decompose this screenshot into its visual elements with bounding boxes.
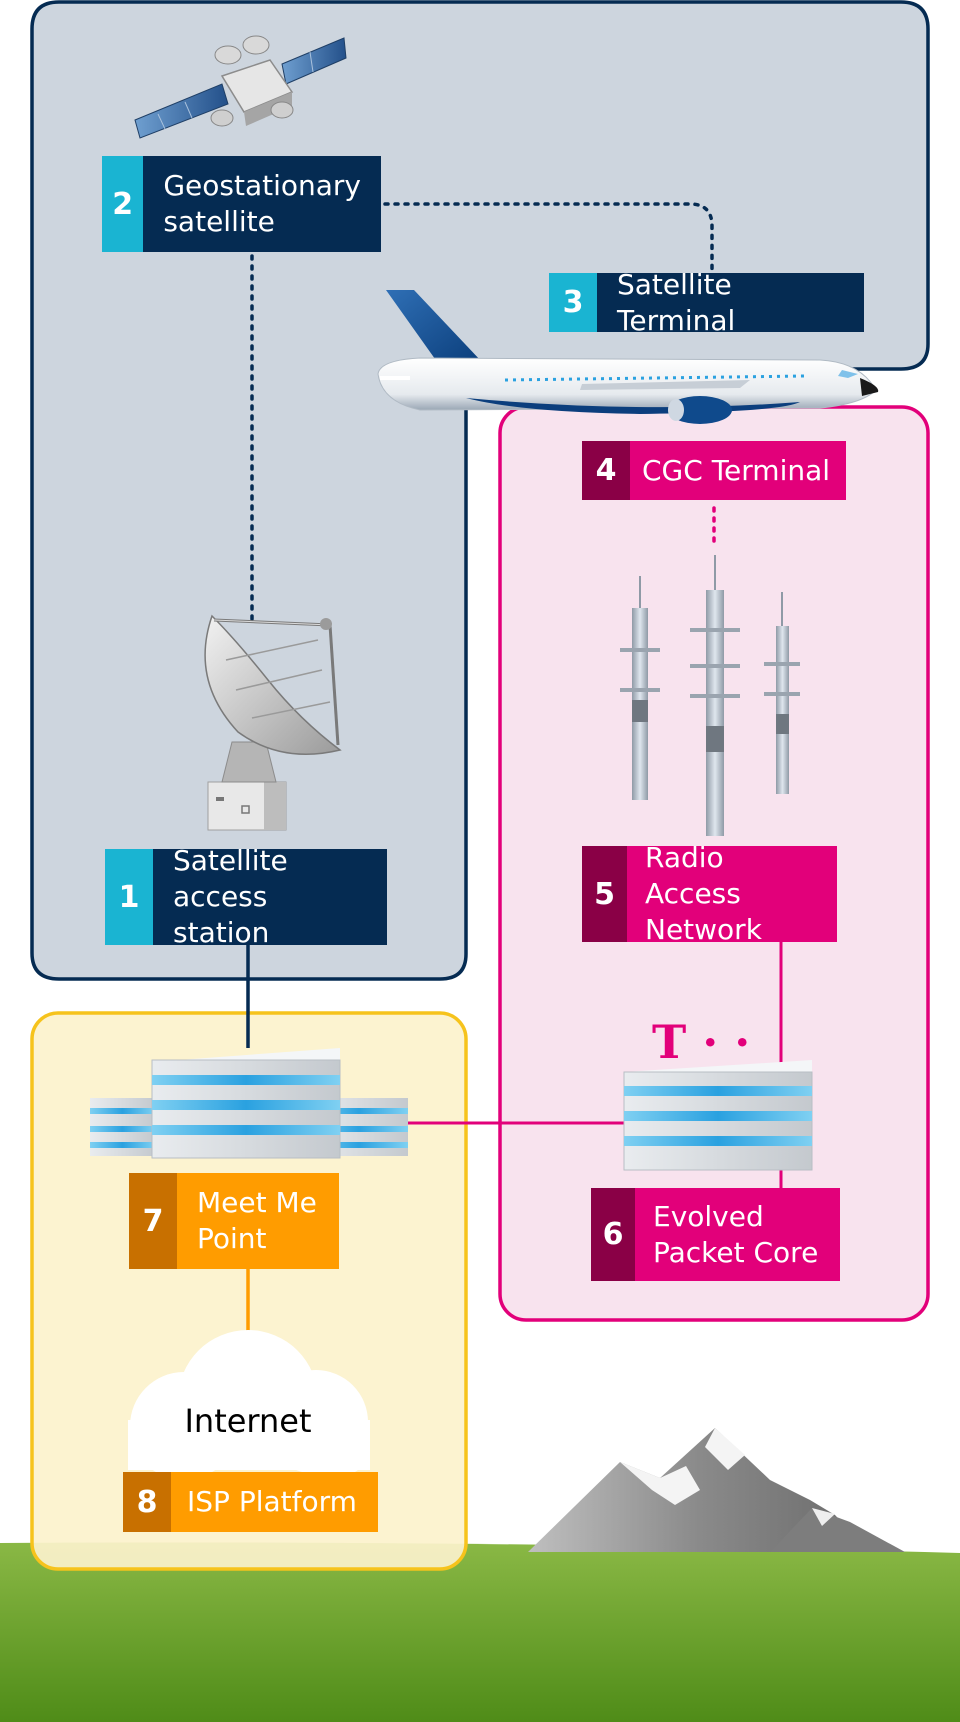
- label-geostationary-satellite: 2 Geostationary satellite: [102, 156, 381, 252]
- cell-tower: [690, 555, 740, 836]
- ground-station-dish-icon: [204, 614, 342, 831]
- label-text: CGC Terminal: [630, 441, 846, 500]
- label-number: 3: [549, 273, 597, 332]
- cell-tower: [620, 576, 660, 800]
- label-cgc-terminal: 4 CGC Terminal: [582, 441, 846, 500]
- internet-label: Internet: [184, 1402, 312, 1440]
- label-text: Radio Access Network: [627, 841, 837, 946]
- label-isp-platform: 8 ISP Platform: [123, 1472, 378, 1532]
- label-number: 8: [123, 1472, 171, 1532]
- label-number: 7: [129, 1173, 177, 1269]
- label-number: 6: [591, 1188, 635, 1281]
- label-text: Satellite Terminal: [597, 268, 864, 337]
- label-evolved-packet-core: 6 Evolved Packet Core: [591, 1188, 840, 1281]
- cell-towers-icon: [620, 555, 800, 836]
- label-text: Evolved Packet Core: [635, 1188, 840, 1281]
- label-number: 5: [582, 846, 627, 942]
- packet-core-server-icon: T · ·: [623, 1015, 813, 1171]
- satellite-icon: [134, 35, 347, 139]
- label-radio-access-network: 5 Radio Access Network: [582, 841, 837, 946]
- label-satellite-access-station: 1 Satellite access station: [105, 844, 387, 949]
- label-text: ISP Platform: [171, 1472, 378, 1532]
- label-text: Meet Me Point: [177, 1173, 339, 1269]
- label-number: 4: [582, 441, 630, 500]
- airplane-icon: [377, 290, 879, 424]
- label-text: Satellite access station: [153, 844, 387, 949]
- meet-me-point-datacenter-icon: [90, 1048, 408, 1159]
- label-meet-me-point: 7 Meet Me Point: [129, 1173, 339, 1269]
- label-text: Geostationary satellite: [143, 156, 381, 252]
- internet-cloud-icon: [128, 1330, 370, 1480]
- telekom-logo: T · ·: [652, 1015, 750, 1069]
- label-number: 2: [102, 156, 144, 252]
- link-satellite-to-satellite-terminal: [383, 202, 714, 274]
- cell-tower: [764, 592, 800, 794]
- label-satellite-terminal: 3 Satellite Terminal: [549, 268, 864, 337]
- grass-ground: [0, 1542, 960, 1722]
- label-number: 1: [105, 849, 153, 945]
- mountain-illustration: [528, 1428, 905, 1552]
